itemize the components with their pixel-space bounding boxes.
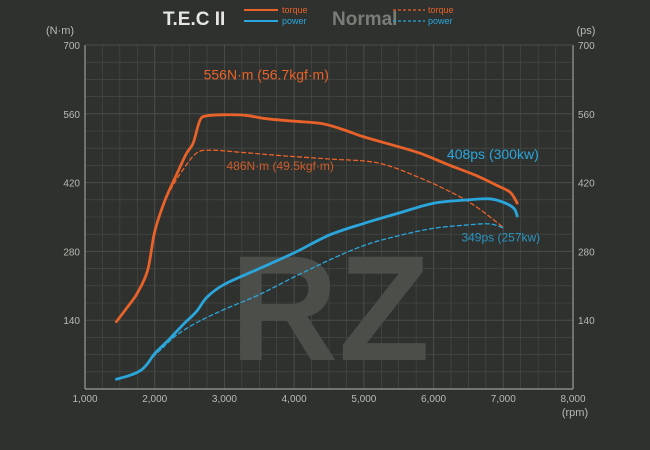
x-axis-unit: (rpm) <box>562 407 588 419</box>
y-tick-label-right: 140 <box>578 316 595 327</box>
x-tick-label: 5,000 <box>351 394 376 405</box>
y-tick-label-left: 560 <box>63 110 80 121</box>
legend-tec-torque-label: torque <box>282 5 308 15</box>
legend-tec-title: T.E.C II <box>163 9 225 30</box>
annotation-layer: 556N·m (56.7kgf·m) 486N·m (49.5kgf·m) 408p… <box>204 66 541 244</box>
legend: T.E.C II torque power Normal torque powe… <box>163 5 454 30</box>
y-axis-right-unit: (ps) <box>577 25 596 37</box>
y-tick-label-right: 420 <box>578 179 595 190</box>
x-tick-label: 7,000 <box>491 394 516 405</box>
x-tick-label: 6,000 <box>421 394 446 405</box>
x-tick-label: 2,000 <box>142 394 167 405</box>
annotation-label: 486N·m (49.5kgf·m) <box>227 159 334 173</box>
y-tick-label-right: 700 <box>578 41 595 52</box>
y-tick-label-left: 280 <box>63 247 80 258</box>
axis-layer: 1,000 2,000 3,000 4,000 5,000 6,000 7,000 8,000… <box>63 41 595 405</box>
x-tick-label: 8,000 <box>560 394 585 405</box>
grid-layer <box>85 45 573 389</box>
legend-normal-power-label: power <box>428 16 453 26</box>
series-line-normal-power <box>147 223 504 363</box>
y-tick-label-left: 140 <box>63 316 80 327</box>
y-axis-left-unit: (N·m) <box>46 25 74 37</box>
annotation-label: 408ps (300kw) <box>447 146 539 162</box>
annotation-label: 349ps (257kw) <box>461 231 540 245</box>
x-tick-label: 4,000 <box>282 394 307 405</box>
series-line-t-e-c-ii-power <box>115 197 519 381</box>
series-layer <box>115 113 519 381</box>
x-tick-label: 3,000 <box>212 394 237 405</box>
y-tick-label-left: 700 <box>63 41 80 52</box>
y-tick-label-right: 560 <box>578 110 595 121</box>
series-line-t-e-c-ii-torque <box>115 113 519 324</box>
annotation-label: 556N·m (56.7kgf·m) <box>204 66 329 82</box>
legend-normal-torque-label: torque <box>428 5 454 15</box>
legend-tec-power-label: power <box>282 16 307 26</box>
legend-normal-title: Normal <box>332 9 397 30</box>
y-tick-label-right: 280 <box>578 247 595 258</box>
y-tick-label-left: 420 <box>63 179 80 190</box>
watermark-rz: RZ <box>230 224 430 392</box>
x-tick-label: 1,000 <box>72 394 97 405</box>
